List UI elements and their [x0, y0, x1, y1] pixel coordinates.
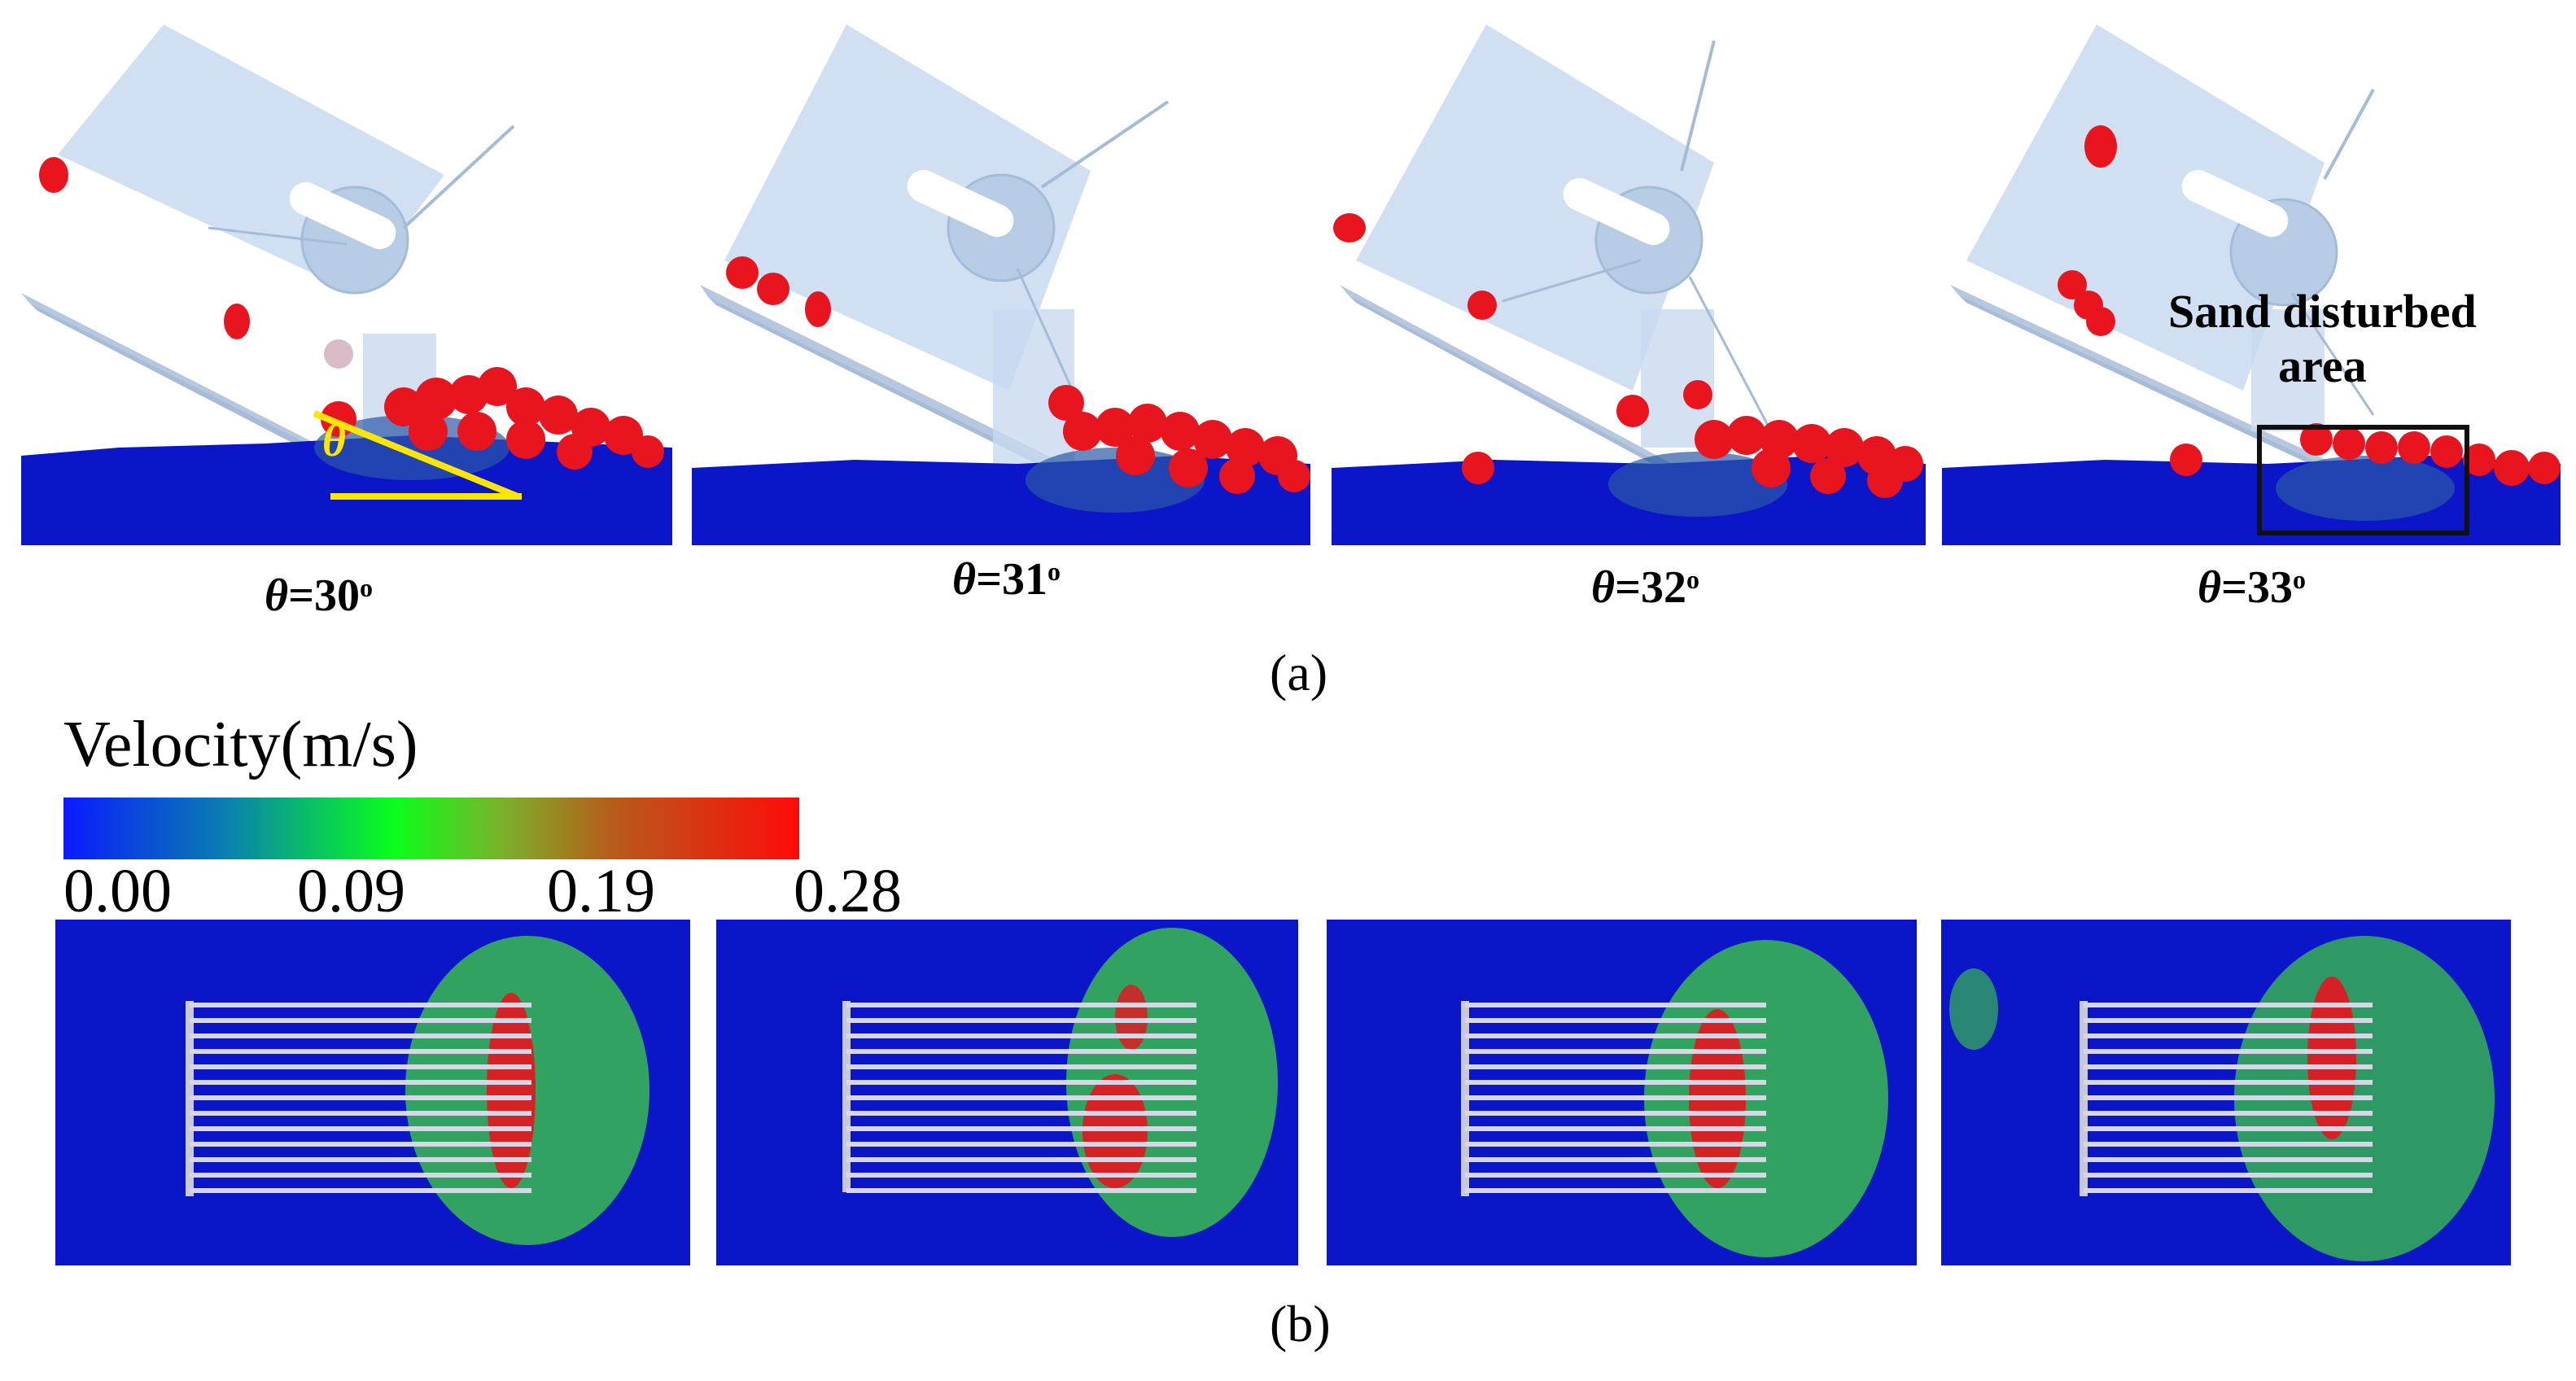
- colorbar-tick-0: 0.00: [63, 857, 172, 925]
- panel-label-theta-32: θ=32o: [1591, 562, 1699, 613]
- simulation-panel-theta-31: [692, 24, 1310, 545]
- panel-label-theta-31: θ=31o: [952, 554, 1061, 605]
- simulation-panel-theta-30: [21, 24, 672, 545]
- sand-disturbed-area-annotation: Sand disturbed area: [2168, 285, 2477, 393]
- colorbar-tick-1: 0.09: [297, 857, 405, 925]
- panel-label-theta-33: θ=33o: [2198, 562, 2306, 613]
- angle-marker-label: θ: [322, 416, 347, 466]
- subfigure-label-a: (a): [1270, 644, 1328, 701]
- top-view-panel-3: [1327, 920, 1917, 1265]
- annotation-line-1: Sand disturbed: [2168, 285, 2477, 338]
- annotation-line-2: area: [2278, 339, 2367, 392]
- top-view-panel-2: [716, 920, 1298, 1265]
- panel-label-theta-30: θ=30o: [265, 570, 373, 621]
- colorbar-tick-3: 0.28: [794, 857, 902, 925]
- colorbar-tick-2: 0.19: [547, 857, 655, 925]
- colorbar-title: Velocity(m/s): [63, 709, 418, 780]
- subfigure-label-b: (b): [1270, 1295, 1331, 1353]
- top-view-panel-4: [1941, 920, 2511, 1265]
- velocity-colorbar: [63, 798, 799, 859]
- simulation-panel-theta-33: [1942, 24, 2561, 545]
- simulation-panel-theta-32: [1332, 24, 1926, 545]
- top-view-panel-1: [55, 920, 690, 1265]
